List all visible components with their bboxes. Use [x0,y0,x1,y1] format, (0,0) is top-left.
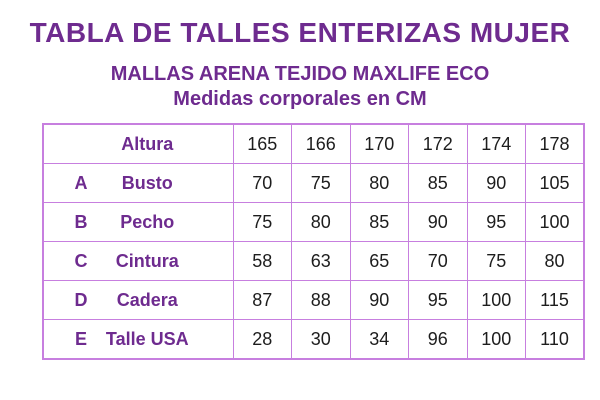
row-letter: A [74,172,88,193]
value-cell: 100 [466,280,526,320]
table-row: B Pecho 75 80 85 90 95 100 [42,202,585,242]
value-cell: 28 [232,319,292,360]
value-cell: 80 [291,202,351,242]
table-row: E Talle USA 28 30 34 96 100 110 [42,319,585,360]
row-label: Altura [121,133,174,154]
value-cell: 63 [291,241,351,281]
table-row: C Cintura 58 63 65 70 75 80 [42,241,585,281]
row-label-cell: D Cadera [42,280,234,320]
value-cell: 165 [232,123,292,164]
value-cell: 65 [349,241,409,281]
value-cell: 100 [466,319,526,360]
row-label: Cintura [115,250,179,271]
row-letter: E [74,328,87,349]
subtitle-product: MALLAS ARENA TEJIDO MAXLIFE ECO [110,63,490,85]
row-letter: C [74,250,88,271]
value-cell: 170 [349,123,409,164]
size-table: Altura 165 166 170 172 174 178 A Busto 7… [42,123,585,360]
value-cell: 100 [525,202,585,242]
row-label-cell: C Cintura [42,241,234,281]
value-cell: 88 [291,280,351,320]
value-cell: 75 [232,202,292,242]
value-cell: 85 [408,163,468,203]
page-title: TABLA DE TALLES ENTERIZAS MUJER [29,17,571,48]
value-cell: 95 [466,202,526,242]
table-row-header: Altura 165 166 170 172 174 178 [42,123,585,164]
value-cell: 75 [291,163,351,203]
value-cell: 90 [466,163,526,203]
value-cell: 80 [525,241,585,281]
header-label-cell: Altura [42,123,234,164]
value-cell: 90 [408,202,468,242]
row-letter: B [74,211,88,232]
value-cell: 115 [525,280,585,320]
value-cell: 178 [525,123,585,164]
table-row: A Busto 70 75 80 85 90 105 [42,163,585,203]
value-cell: 174 [466,123,526,164]
value-cell: 70 [232,163,292,203]
value-cell: 34 [349,319,409,360]
value-cell: 110 [525,319,585,360]
value-cell: 105 [525,163,585,203]
value-cell: 96 [408,319,468,360]
value-cell: 75 [466,241,526,281]
row-label-cell: A Busto [42,163,234,203]
value-cell: 166 [291,123,351,164]
row-label: Pecho [120,211,175,232]
value-cell: 90 [349,280,409,320]
value-cell: 87 [232,280,292,320]
row-label-cell: E Talle USA [42,319,234,360]
row-letter: D [74,289,88,310]
value-cell: 30 [291,319,351,360]
value-cell: 172 [408,123,468,164]
value-cell: 58 [232,241,292,281]
row-label: Busto [121,172,173,193]
row-label: Cadera [116,289,178,310]
value-cell: 95 [408,280,468,320]
row-label-cell: B Pecho [42,202,234,242]
subtitle-units: Medidas corporales en CM [173,88,427,110]
value-cell: 70 [408,241,468,281]
row-label: Talle USA [105,328,189,349]
value-cell: 80 [349,163,409,203]
value-cell: 85 [349,202,409,242]
table-row: D Cadera 87 88 90 95 100 115 [42,280,585,320]
